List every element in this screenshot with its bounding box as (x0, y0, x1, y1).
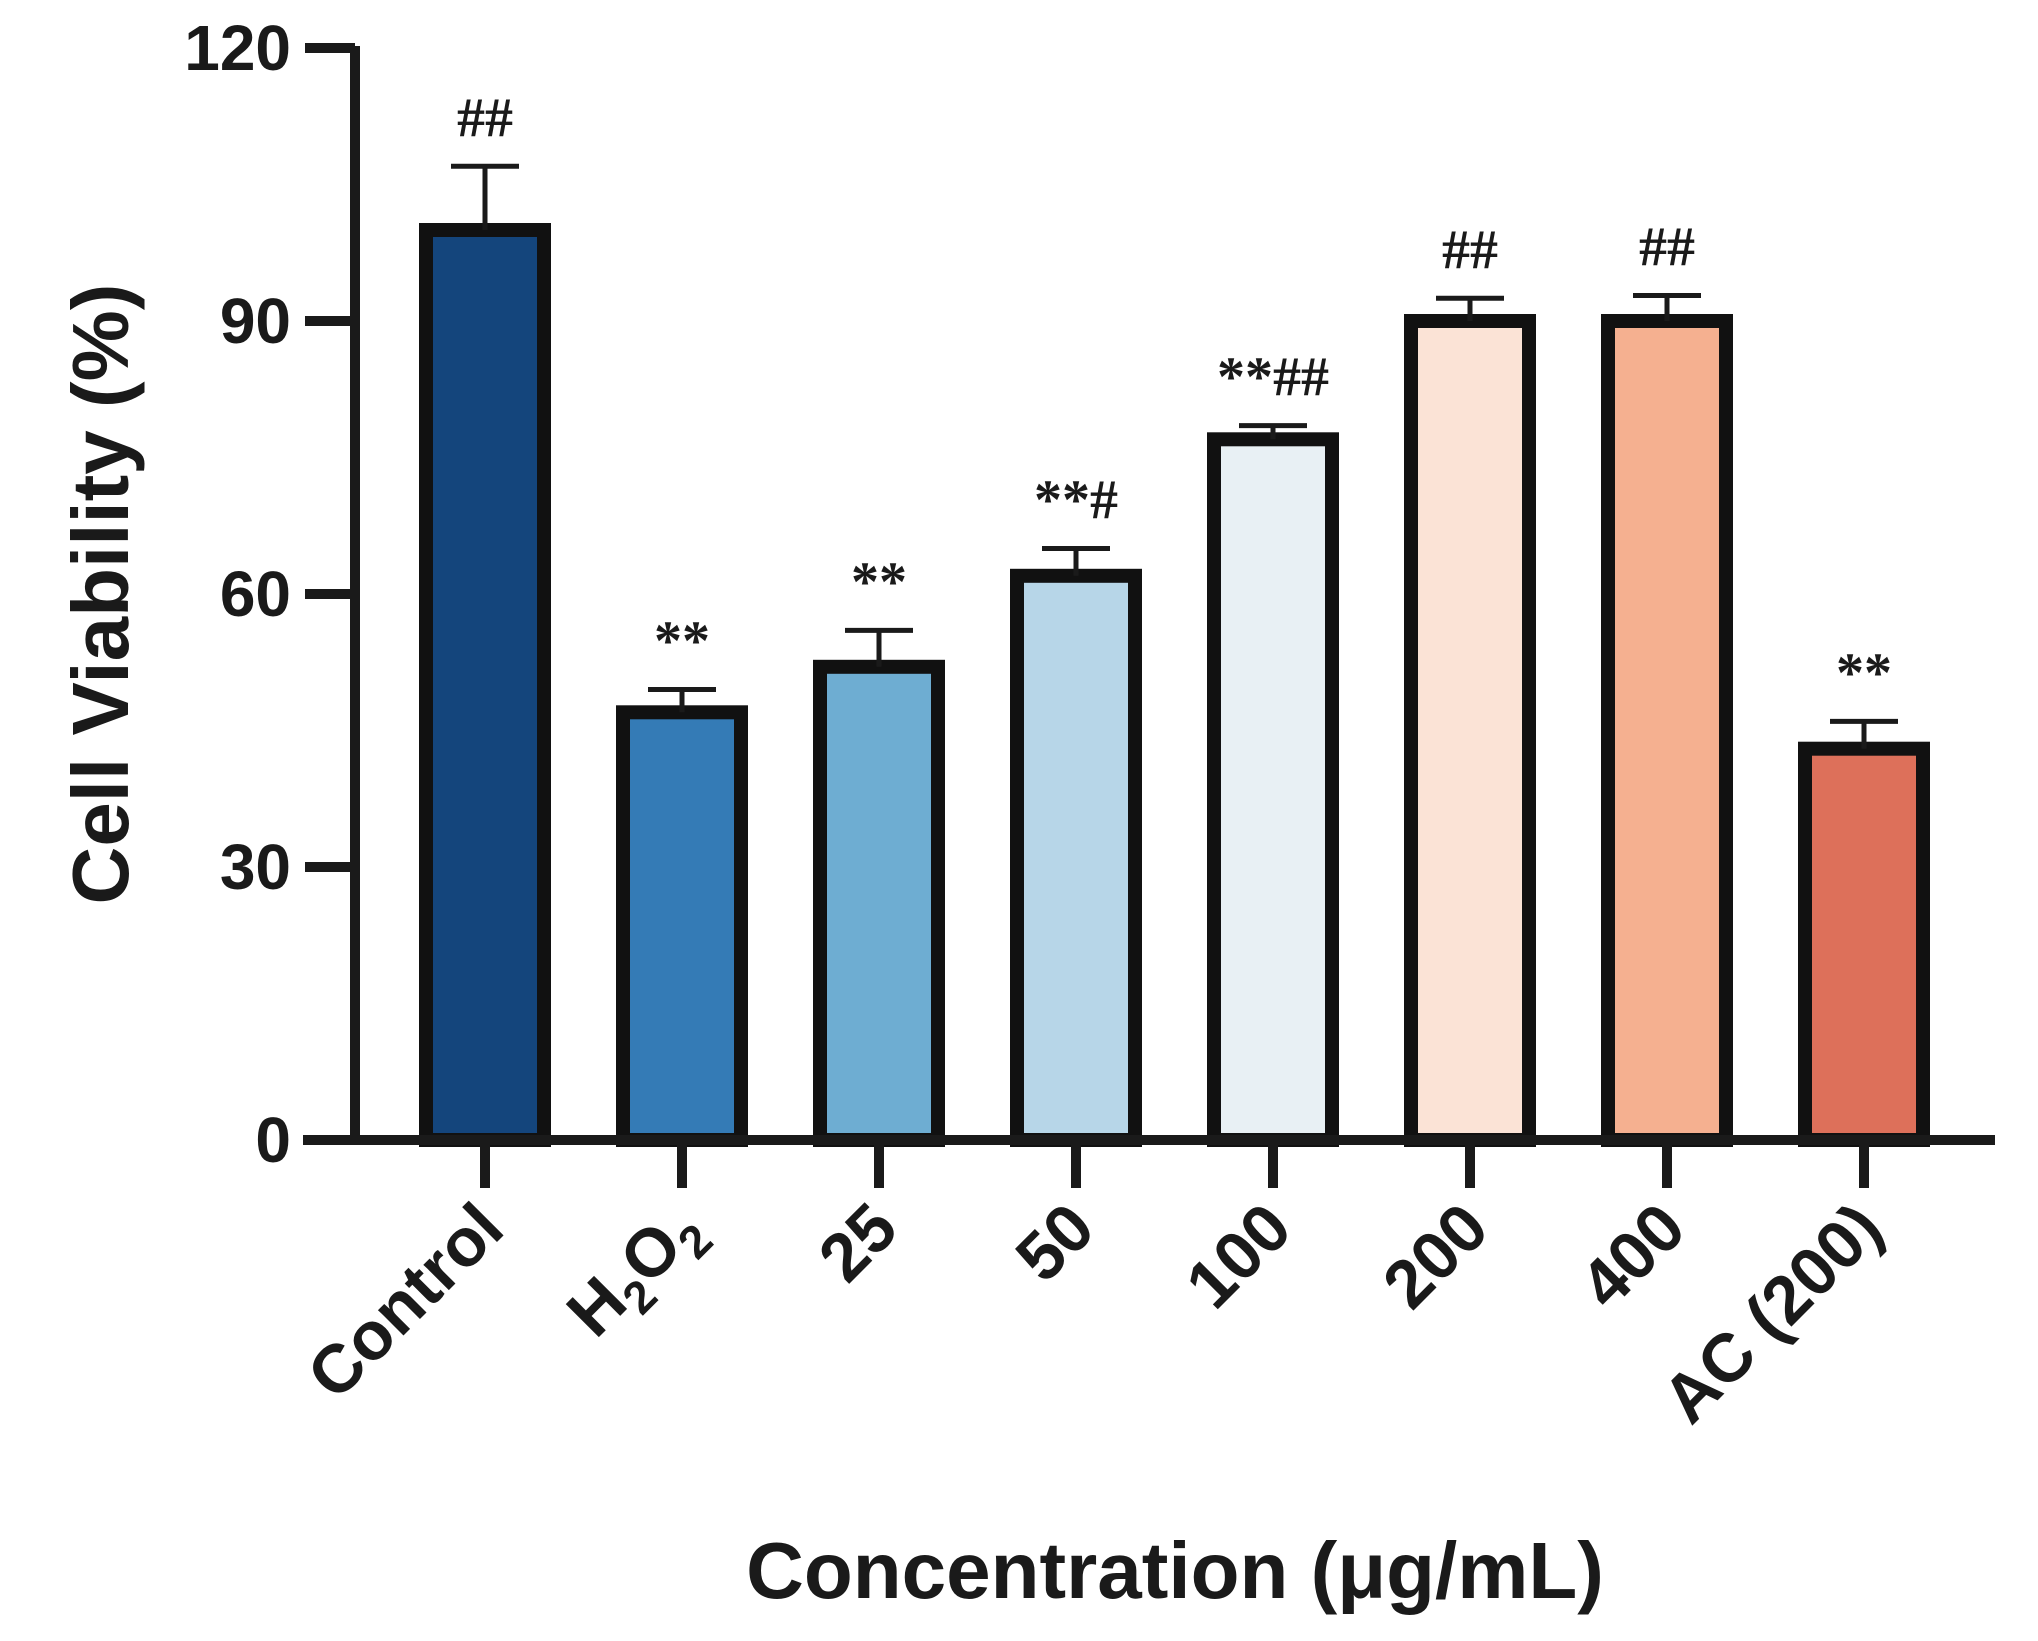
bars-group (419, 223, 1930, 1147)
bar (1404, 314, 1536, 1147)
x-tick-label: 50 (1001, 1189, 1108, 1296)
y-tick-label: 60 (220, 558, 291, 630)
y-tick-label: 90 (220, 285, 291, 357)
significance-label: ## (457, 87, 513, 149)
axes-group (303, 46, 1995, 1145)
bar (1207, 432, 1339, 1147)
bar (813, 659, 945, 1147)
x-tick-label: 400 (1566, 1189, 1700, 1323)
error-bars-group (451, 163, 1898, 749)
y-tick-label: 30 (220, 831, 291, 903)
significance-label: ** (1836, 642, 1892, 704)
x-tick-label: 100 (1172, 1189, 1306, 1323)
x-tick-label: AC (200) (1648, 1189, 1897, 1438)
significance-label: ## (1639, 217, 1695, 279)
significance-labels-group: ## ** ** **# **## ## ## ** (457, 87, 1892, 704)
y-tick-label: 0 (255, 1104, 291, 1176)
significance-label: ** (654, 611, 710, 673)
y-axis-title: Cell Viability (%) (56, 284, 145, 905)
x-axis-title: Concentration (μg/mL) (746, 1526, 1604, 1615)
bar (616, 705, 748, 1147)
bar (419, 223, 551, 1147)
significance-label: **# (1034, 470, 1118, 532)
bar (1010, 568, 1142, 1147)
x-tick-label: 25 (804, 1189, 911, 1296)
y-tick-label: 120 (184, 12, 291, 84)
significance-label: ## (1442, 219, 1498, 281)
significance-label: ** (851, 551, 907, 613)
x-tick-label: H2O2 (553, 1189, 723, 1359)
bar (1798, 741, 1930, 1147)
x-tick-label: 200 (1369, 1189, 1503, 1323)
significance-label: **## (1217, 347, 1329, 409)
y-ticks-group: 0 30 60 90 120 (184, 12, 355, 1176)
x-tick-label: Control (293, 1189, 518, 1414)
bar (1601, 314, 1733, 1147)
